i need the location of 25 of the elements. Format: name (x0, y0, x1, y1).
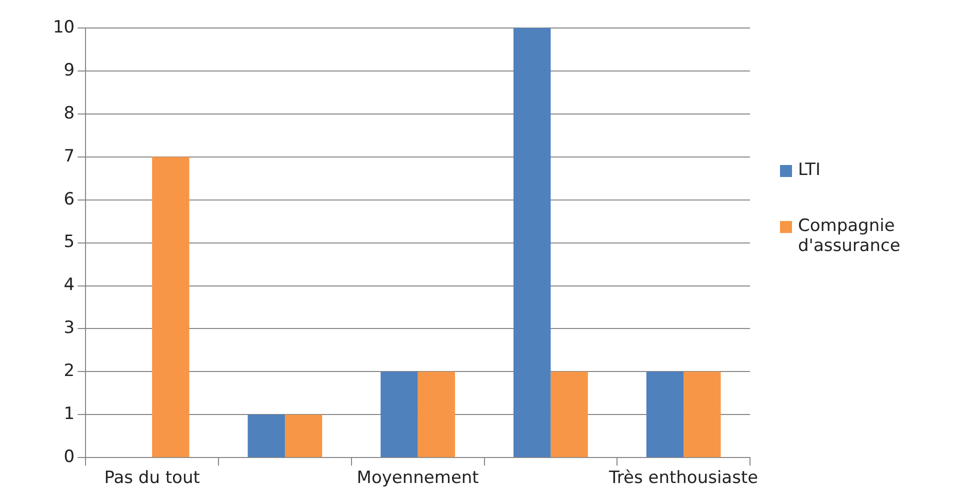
bar (418, 372, 456, 458)
bar (550, 372, 588, 458)
y-tick-label: 8 (64, 103, 75, 124)
y-tick-label: 4 (64, 275, 75, 296)
y-tick-label: 2 (64, 361, 75, 382)
bar (513, 28, 551, 458)
legend-label: LTI (798, 160, 821, 180)
bar (284, 414, 322, 458)
x-tick-label: Pas du tout (104, 468, 200, 488)
y-tick-label: 10 (52, 17, 75, 38)
bar (684, 372, 721, 458)
y-tick-label: 0 (64, 447, 75, 468)
y-tick-label: 6 (64, 189, 75, 210)
y-tick-label: 5 (64, 232, 75, 252)
legend-label: Compagnie d'assurance (798, 216, 902, 256)
y-tick-label: 7 (64, 146, 75, 166)
bar (152, 156, 190, 458)
y-tick-label: 1 (64, 404, 75, 424)
x-tick-label: Moyennement (356, 468, 480, 488)
x-tick-label: Très enthousiaste (608, 468, 758, 488)
bar (380, 372, 418, 458)
bar (646, 372, 684, 458)
bar (248, 414, 285, 458)
y-tick-label: 9 (64, 60, 75, 80)
y-tick-label: 3 (64, 318, 75, 338)
